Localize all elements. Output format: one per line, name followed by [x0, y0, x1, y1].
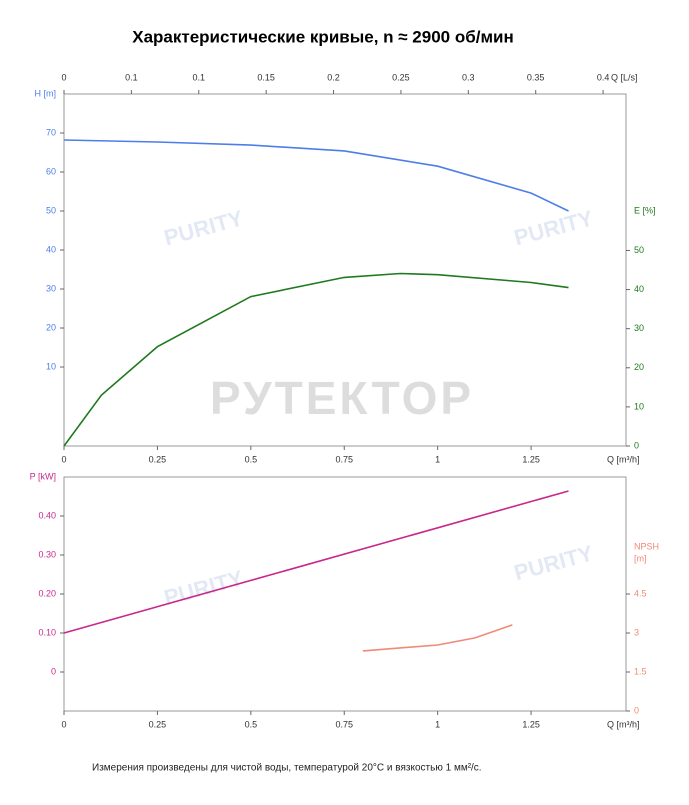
x2-tick-label: 0.1 — [193, 72, 206, 82]
y2-tick-label: 4.5 — [634, 588, 647, 598]
y2-tick-label: 3 — [634, 627, 639, 637]
x2-tick-label: 0.3 — [462, 72, 475, 82]
x2-tick-label: 0.4 — [597, 72, 610, 82]
x2-axis-label: Q [L/s] — [611, 72, 638, 82]
x2-tick-label: 0.25 — [392, 72, 410, 82]
title: Характеристические кривые, n ≈ 2900 об/м… — [132, 27, 514, 46]
x-tick-label: 0 — [61, 454, 66, 464]
y2-tick-label: 0 — [634, 440, 639, 450]
plot-frame — [63, 93, 627, 447]
x-tick-label: 1.25 — [522, 454, 540, 464]
y2-tick-label: 10 — [634, 401, 644, 411]
y-tick-label: 60 — [46, 166, 56, 176]
x2-tick-label: 0.2 — [327, 72, 340, 82]
x-tick-label: 0.25 — [149, 719, 167, 729]
y-tick-label: 10 — [46, 361, 56, 371]
y-tick-label: 0.10 — [38, 627, 56, 637]
y-tick-label: 0.40 — [38, 510, 56, 520]
y2-tick-label: 0 — [634, 705, 639, 715]
series-line — [362, 624, 513, 652]
x2-tick-label: 0.15 — [257, 72, 275, 82]
y-axis-label: H [m] — [35, 88, 57, 98]
y-tick-label: 40 — [46, 244, 56, 254]
x-tick-label: 0.5 — [245, 719, 258, 729]
x-tick-label: 1 — [435, 454, 440, 464]
x-tick-label: 1.25 — [522, 719, 540, 729]
y-tick-label: 30 — [46, 283, 56, 293]
x2-tick-label: 0.35 — [527, 72, 545, 82]
x-tick-label: 0.75 — [335, 454, 353, 464]
x-axis-label: Q [m³/h] — [607, 719, 640, 729]
y-tick-label: 0.30 — [38, 549, 56, 559]
y-tick-label: 70 — [46, 127, 56, 137]
y-tick-label: 0 — [51, 666, 56, 676]
y-tick-label: 50 — [46, 205, 56, 215]
series-line — [63, 490, 569, 634]
x-tick-label: 0.25 — [149, 454, 167, 464]
x-tick-label: 0 — [61, 719, 66, 729]
y2-tick-label: 20 — [634, 362, 644, 372]
y2-axis-label: E [%] — [634, 205, 656, 215]
y2-tick-label: 50 — [634, 245, 644, 255]
watermark: РУТЕКТОР — [210, 372, 474, 424]
series-line — [63, 139, 569, 212]
y2-axis-label: [m] — [634, 553, 647, 563]
x2-tick-label: 0 — [61, 72, 66, 82]
series-line — [63, 272, 569, 447]
x-tick-label: 0.5 — [245, 454, 258, 464]
y2-tick-label: 40 — [634, 284, 644, 294]
x2-tick-label: 0.1 — [125, 72, 138, 82]
y-tick-label: 20 — [46, 322, 56, 332]
x-tick-label: 1 — [435, 719, 440, 729]
y2-tick-label: 30 — [634, 323, 644, 333]
x-axis-label: Q [m³/h] — [607, 454, 640, 464]
footnote: Измерения произведены для чистой воды, т… — [92, 763, 482, 774]
y2-tick-label: 1.5 — [634, 666, 647, 676]
y2-axis-label: NPSH — [634, 541, 659, 551]
y-axis-label: P [kW] — [30, 471, 56, 481]
x-tick-label: 0.75 — [335, 719, 353, 729]
y-tick-label: 0.20 — [38, 588, 56, 598]
